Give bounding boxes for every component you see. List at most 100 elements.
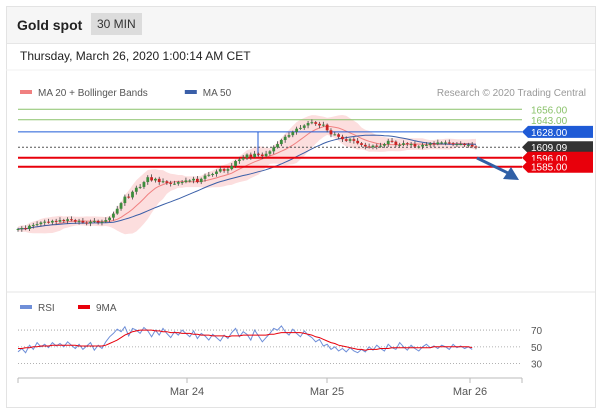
price-label: 1628.00 [531,128,568,139]
candle [154,177,157,183]
candle [352,137,356,144]
candle [306,121,310,129]
candle [165,180,169,185]
candle [50,219,54,225]
candle-body [184,180,188,183]
candle [394,140,398,147]
candle-body [348,139,352,141]
candle [287,132,291,138]
candle [184,177,188,184]
candle [260,152,264,160]
candle [432,141,436,147]
candle [268,150,272,156]
candle [237,157,241,164]
candle [222,167,226,173]
candle-body [371,145,375,148]
candle [421,142,424,150]
candle-body [421,144,424,147]
legend-swatch-ma50 [184,90,197,94]
candle-body [310,122,314,124]
candle [218,166,222,173]
candle [192,176,195,184]
candle [444,140,447,146]
candle-body [360,143,363,145]
candle [161,178,165,184]
candle-body [89,221,92,224]
legend-label: MA 20 + Bollinger Bands [38,88,148,99]
forecast-arrowhead [503,167,519,180]
price-label: 1643.00 [531,116,568,127]
candle-body [318,123,321,126]
candle [295,126,299,135]
candle [123,194,127,206]
candle [344,136,348,143]
candle [211,172,215,177]
candle [73,218,77,224]
candle [455,142,459,147]
candle [424,142,428,147]
candle [89,219,92,227]
candle-body [134,187,138,192]
candle-body [54,220,58,222]
candle [474,145,478,150]
candle [169,180,173,187]
interval-badge[interactable]: 30 MIN [91,13,142,35]
candle [70,216,73,222]
candle-body [451,143,455,145]
candle [390,137,394,143]
candle [100,219,104,226]
candle-body [283,136,287,141]
candle-body [96,220,100,223]
candle [138,184,142,189]
price-panel: MA 20 + Bollinger Bands MA 50 Research © 2… [6,69,595,293]
candle-body [176,182,180,184]
candle [131,190,134,200]
candle [146,175,150,185]
candle-body [150,177,153,181]
price-tag-1585.00 [522,160,593,173]
candle [341,134,344,143]
legend-label: MA 50 [203,88,232,99]
candle-body [413,144,417,147]
candle [363,142,367,150]
candle-body [58,220,62,222]
candle-body [432,143,436,145]
candle [402,140,405,147]
candle [85,221,89,226]
candle [360,142,363,147]
candle-body [146,177,150,183]
candle-body [127,196,131,198]
candle-body [16,228,20,230]
candle-body [363,144,367,147]
candle-body [108,217,111,221]
price-label: 1585.00 [531,163,568,174]
candle [92,218,96,223]
candle-body [115,208,119,214]
candle-body [92,220,96,222]
candle [245,153,249,160]
candle-body [62,220,66,222]
x-tick-label: Mar 24 [170,386,204,398]
candle-body [398,144,402,146]
candle [119,201,123,211]
candle-body [20,228,24,230]
candle-body [50,220,54,223]
candle-body [173,183,176,185]
candle-body [459,144,463,146]
candle [470,142,474,148]
candle-body [131,191,134,198]
candle-body [161,181,165,183]
candle [77,218,81,225]
candle-body [394,141,398,145]
candle [264,150,268,158]
candle-body [325,124,329,131]
candle [215,169,218,177]
candle-body [28,225,31,229]
candle [112,211,115,221]
candle [253,150,257,159]
legend-swatch-9ma [78,305,90,309]
candle-body [287,135,291,137]
candle [459,141,463,146]
instrument-title: Gold spot [17,17,83,33]
